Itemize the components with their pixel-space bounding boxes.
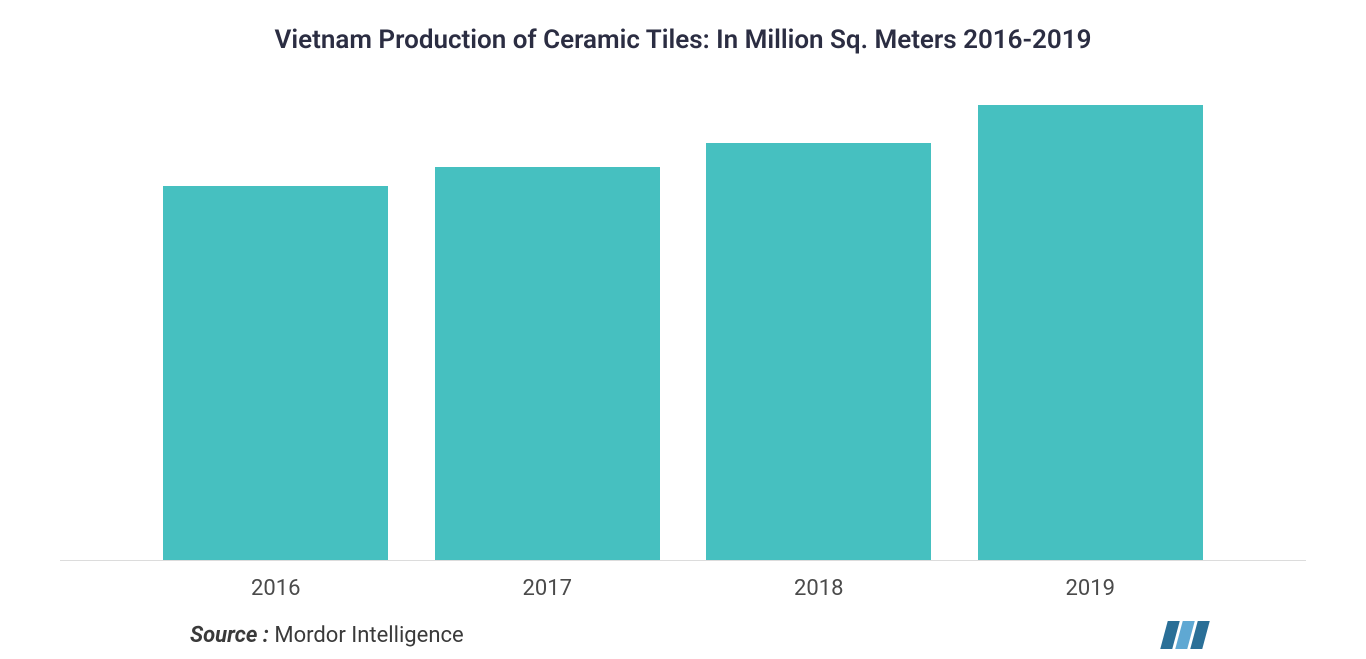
chart-title: Vietnam Production of Ceramic Tiles: In … (60, 25, 1306, 55)
logo (1164, 621, 1206, 649)
bar-group-2018 (706, 143, 931, 560)
source-label: Source : (190, 623, 269, 648)
chart-container: Vietnam Production of Ceramic Tiles: In … (0, 0, 1366, 655)
bar-2018 (706, 143, 931, 560)
bar-group-2019 (978, 105, 1203, 560)
x-label-2017: 2017 (435, 576, 660, 601)
bar-group-2016 (163, 186, 388, 560)
source-row: Source : Mordor Intelligence (60, 601, 1306, 659)
logo-icon (1160, 621, 1210, 649)
source-value: Mordor Intelligence (269, 623, 464, 648)
x-axis: 2016 2017 2018 2019 (60, 561, 1306, 601)
bar-2017 (435, 167, 660, 560)
x-label-2018: 2018 (706, 576, 931, 601)
source-text: Source : Mordor Intelligence (190, 623, 464, 648)
plot-area (60, 65, 1306, 561)
x-label-2019: 2019 (978, 576, 1203, 601)
bar-group-2017 (435, 167, 660, 560)
bar-2019 (978, 105, 1203, 560)
bar-2016 (163, 186, 388, 560)
x-label-2016: 2016 (163, 576, 388, 601)
